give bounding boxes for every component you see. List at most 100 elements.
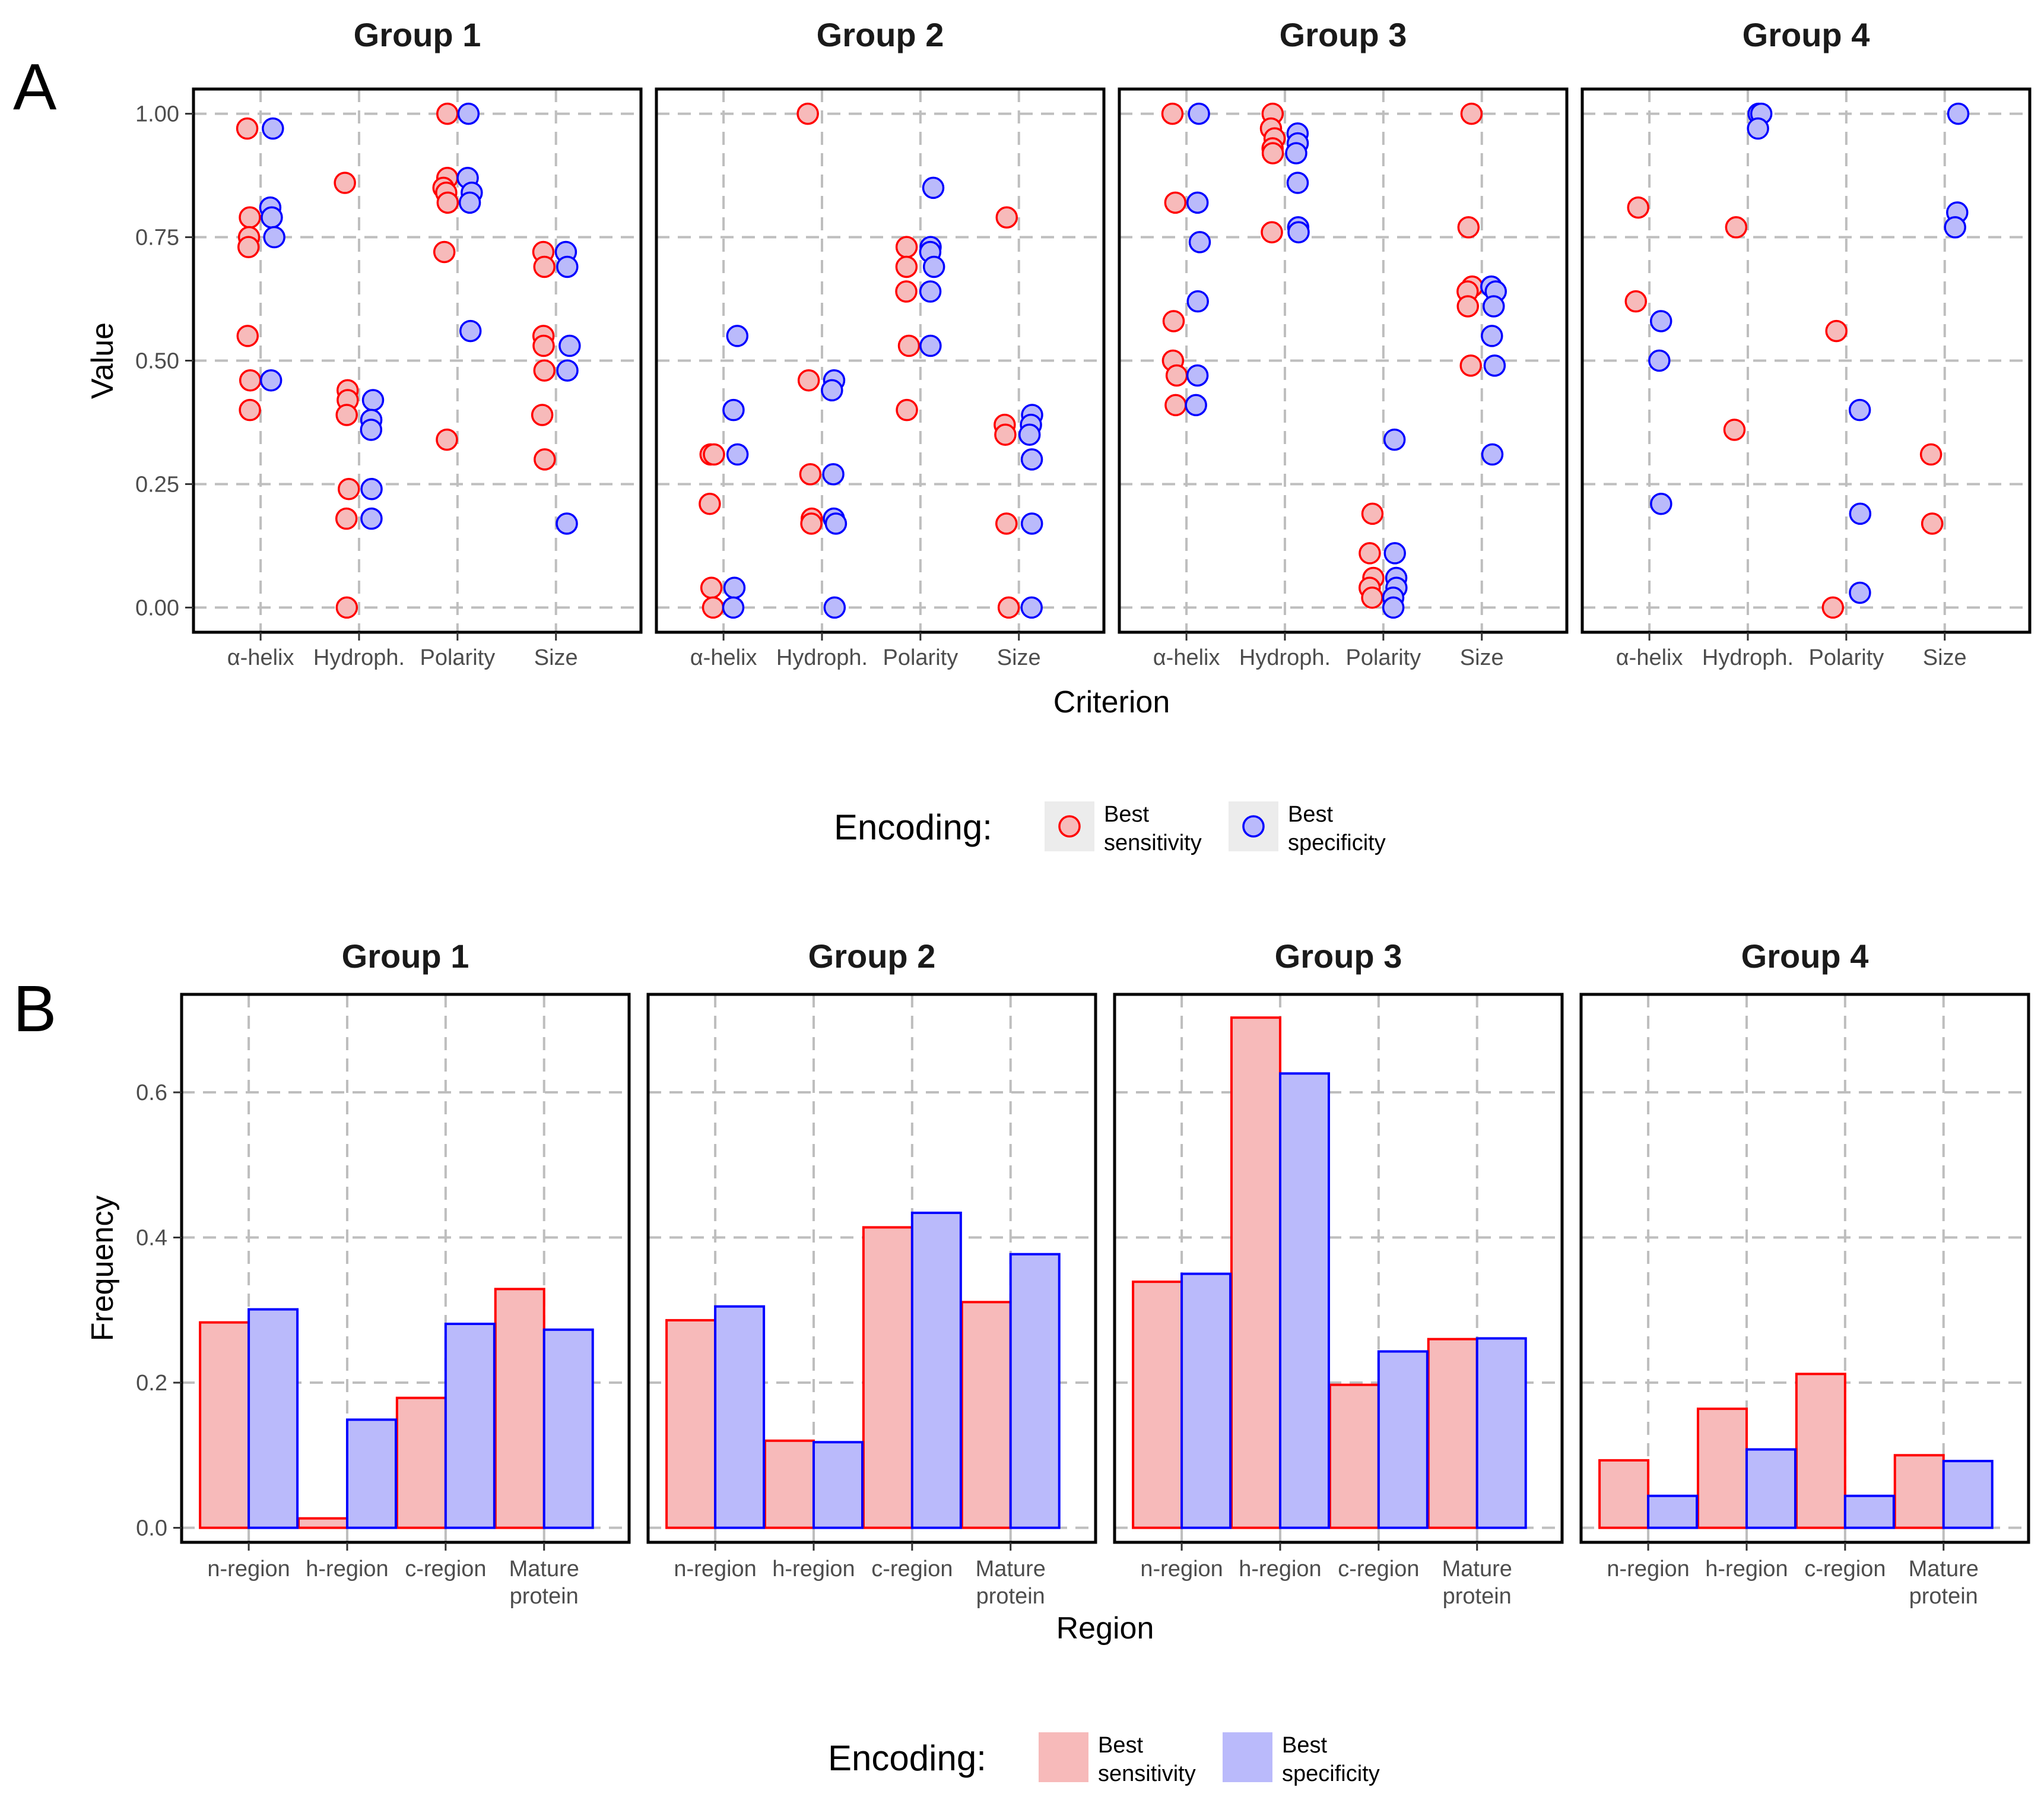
panel-a-legend-key-specificity — [1242, 815, 1265, 838]
point-a-group4-specificity-cat1-1 — [1649, 310, 1672, 332]
point-a-group4-specificity-cat4-1 — [1947, 102, 1970, 125]
panel-a-ytick-label-1: 0.00 — [135, 595, 179, 620]
panel-a-group1-xtick-label-4: Size — [534, 645, 578, 670]
panel-a-group2-title: Group 2 — [817, 16, 944, 53]
point-a-group4-specificity-cat1-2 — [1648, 349, 1671, 372]
bar-b-group2-sensitivity-cat4 — [960, 1301, 1012, 1529]
panel-b-group3-xtick-label-3: c-region — [1338, 1557, 1419, 1582]
point-a-group4-specificity-cat3-2 — [1849, 502, 1872, 525]
panel-a-group4-xtick-label-4: Size — [1923, 645, 1967, 670]
bar-b-group2-specificity-cat2 — [812, 1441, 864, 1529]
panel-a-group4-frame — [1580, 87, 2032, 634]
point-a-group2-specificity-cat4-5 — [1020, 512, 1043, 535]
panel-letter-b: B — [13, 972, 56, 1045]
point-a-group1-specificity-cat1-4 — [263, 226, 285, 249]
point-a-group1-specificity-cat2-5 — [360, 507, 383, 530]
point-a-group3-specificity-cat3-2 — [1383, 542, 1406, 565]
panel-b-y-axis-title: Frequency — [85, 1196, 120, 1342]
bar-b-group1-sensitivity-cat1 — [199, 1321, 250, 1529]
bar-b-group2-specificity-cat1 — [714, 1305, 766, 1529]
point-a-group2-specificity-cat3-4 — [922, 255, 945, 278]
panel-a-group2-frame — [655, 87, 1106, 634]
point-a-group3-sensitivity-cat1-2 — [1164, 191, 1187, 214]
bar-b-group2-sensitivity-cat1 — [665, 1319, 717, 1529]
point-a-group1-specificity-cat3-1 — [457, 102, 480, 125]
panel-b-group3-xtick-label-2: h-region — [1239, 1557, 1321, 1582]
panel-b-legend-label-specificity-line2: specificity — [1282, 1761, 1380, 1786]
panel-b-legend-label-specificity-line1: Best — [1282, 1733, 1327, 1758]
panel-b-legend-label-sensitivity-line1: Best — [1098, 1733, 1143, 1758]
bar-b-group2-specificity-cat4 — [1009, 1253, 1061, 1529]
panel-a-group3-xtick-label-1: α-helix — [1153, 645, 1220, 670]
bar-b-group3-specificity-cat1 — [1180, 1272, 1232, 1529]
panel-letter-a: A — [13, 50, 57, 123]
point-a-group3-specificity-cat4-5 — [1483, 354, 1506, 377]
bar-b-group3-specificity-cat3 — [1377, 1350, 1429, 1529]
bar-b-group4-sensitivity-cat1 — [1598, 1459, 1650, 1529]
panel-a-legend-label-sensitivity-line2: sensitivity — [1104, 831, 1202, 855]
panel-a-group2-xtick-label-2: Hydroph. — [776, 645, 868, 670]
panel-a-group2-xtick-label-1: α-helix — [690, 645, 757, 670]
panel-b-group1-frame — [180, 993, 631, 1544]
point-a-group2-specificity-cat2-3 — [822, 463, 845, 486]
point-a-group3-sensitivity-cat2-6 — [1261, 221, 1283, 243]
point-a-group2-sensitivity-cat4-1 — [995, 206, 1018, 229]
point-a-group3-specificity-cat3-6 — [1382, 596, 1405, 619]
panel-b-group3-frame — [1113, 993, 1564, 1544]
point-a-group2-sensitivity-cat2-3 — [799, 463, 822, 486]
point-a-group1-sensitivity-cat4-7 — [534, 448, 556, 471]
panel-a-ytick-label-5: 1.00 — [135, 102, 179, 127]
point-a-group2-sensitivity-cat3-1 — [895, 236, 918, 258]
panel-b-legend-label-sensitivity-line2: sensitivity — [1098, 1761, 1196, 1786]
point-a-group1-sensitivity-cat1-1 — [236, 117, 259, 140]
point-a-group3-specificity-cat1-1 — [1188, 102, 1210, 125]
panel-a-group3-frame — [1118, 87, 1569, 634]
panel-b-group2-title: Group 2 — [808, 937, 936, 975]
point-a-group1-sensitivity-cat3-5 — [436, 191, 459, 214]
point-a-group2-specificity-cat4-3 — [1018, 423, 1041, 446]
point-a-group3-specificity-cat2-4 — [1286, 172, 1309, 194]
point-a-group2-specificity-cat1-5 — [722, 596, 745, 619]
panel-a-legend-label-specificity-line1: Best — [1288, 802, 1333, 827]
point-a-group1-sensitivity-cat3-6 — [433, 240, 456, 264]
bar-b-group3-sensitivity-cat4 — [1427, 1338, 1478, 1529]
panel-b-group3-xtick-label-4-line2: protein — [1443, 1584, 1512, 1609]
point-a-group4-sensitivity-cat2-2 — [1723, 419, 1746, 441]
bar-b-group1-specificity-cat2 — [345, 1418, 397, 1529]
point-a-group3-sensitivity-cat1-3 — [1162, 310, 1185, 332]
panel-b-group2-xtick-label-3: c-region — [871, 1557, 953, 1582]
point-a-group1-sensitivity-cat1-4 — [237, 236, 260, 258]
bar-b-group1-sensitivity-cat2 — [297, 1517, 348, 1529]
panel-b-group3-xtick-label-4-line1: Mature — [1442, 1557, 1512, 1582]
point-a-group2-specificity-cat1-1 — [726, 325, 749, 347]
panel-b-x-axis-title: Region — [1056, 1611, 1154, 1646]
point-a-group1-sensitivity-cat2-7 — [335, 596, 358, 619]
point-a-group3-specificity-cat1-4 — [1186, 290, 1209, 313]
panel-b-group4-frame — [1579, 993, 2030, 1544]
point-a-group1-sensitivity-cat2-4 — [335, 404, 358, 426]
point-a-group3-sensitivity-cat3-1 — [1361, 502, 1384, 525]
panel-b-group4-xtick-label-4-line1: Mature — [1909, 1557, 1979, 1582]
panel-b-group2-xtick-label-4-line2: protein — [976, 1584, 1045, 1609]
point-a-group3-specificity-cat1-3 — [1188, 231, 1211, 253]
point-a-group3-specificity-cat1-6 — [1185, 394, 1207, 417]
point-a-group2-sensitivity-cat2-5 — [800, 512, 823, 535]
point-a-group2-specificity-cat3-5 — [919, 280, 942, 303]
panel-a-group3-xtick-label-2: Hydroph. — [1239, 645, 1331, 670]
point-a-group1-sensitivity-cat2-6 — [335, 507, 358, 530]
bar-b-group3-specificity-cat2 — [1278, 1072, 1330, 1529]
bar-b-group4-specificity-cat4 — [1942, 1460, 1994, 1529]
point-a-group1-sensitivity-cat1-5 — [236, 325, 259, 347]
point-a-group3-sensitivity-cat3-2 — [1359, 542, 1381, 565]
point-a-group3-specificity-cat1-2 — [1186, 191, 1209, 214]
point-a-group1-specificity-cat1-3 — [261, 206, 283, 229]
point-a-group2-sensitivity-cat1-5 — [702, 596, 725, 619]
point-a-group1-specificity-cat2-3 — [360, 419, 383, 441]
point-a-group2-specificity-cat1-4 — [723, 576, 746, 599]
panel-a-group1-xtick-label-2: Hydroph. — [313, 645, 405, 670]
point-a-group4-specificity-cat1-3 — [1650, 492, 1672, 515]
point-a-group3-specificity-cat3-1 — [1383, 428, 1406, 451]
bar-b-group4-specificity-cat3 — [1843, 1494, 1895, 1529]
